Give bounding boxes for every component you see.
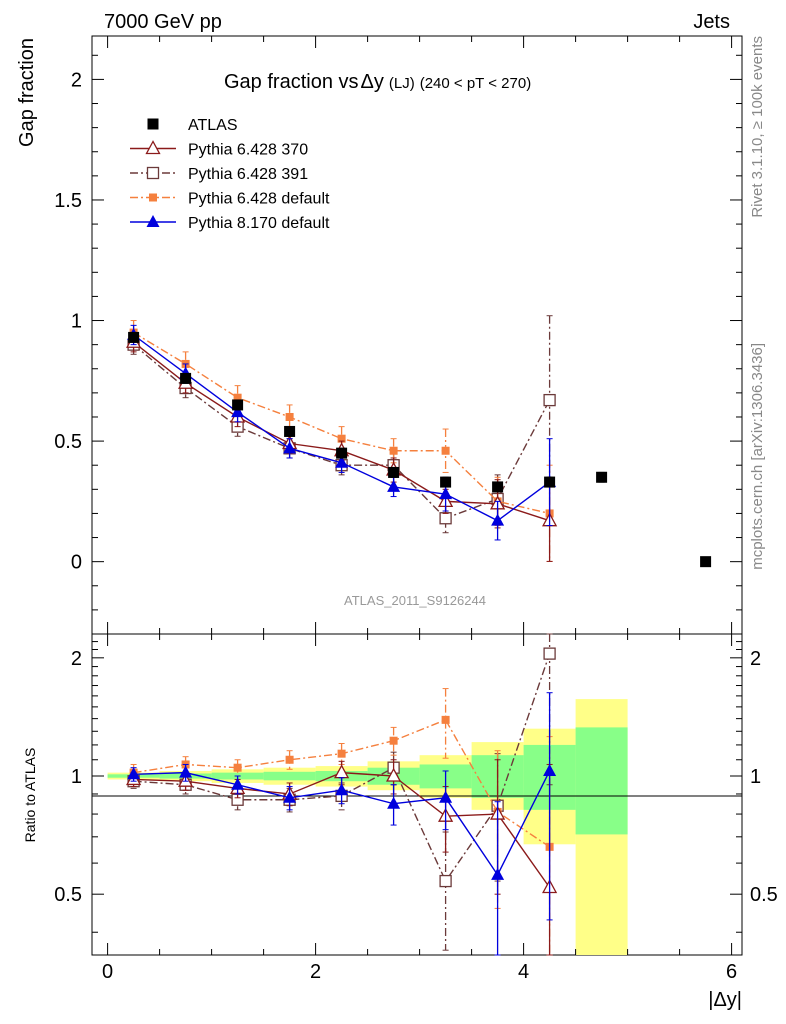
data-point-atlas [336, 447, 348, 459]
main-ytick-label: 1 [71, 311, 82, 333]
xtick-label: 4 [518, 961, 529, 983]
main-series-layer [126, 315, 712, 568]
data-point-py6def [389, 446, 398, 455]
data-point-py8def [231, 777, 245, 790]
ratio-ytick-label-right: 2 [750, 648, 761, 670]
legend-label-py391: Pythia 6.428 391 [188, 166, 308, 183]
data-point-py6def [285, 755, 294, 764]
data-point-py8def [283, 790, 297, 803]
legend-label-py370: Pythia 6.428 370 [188, 142, 308, 159]
ratio-y-axis-label: Ratio to ATLAS [22, 748, 38, 843]
chart-title-range: (240 < pT < 270) [420, 75, 531, 92]
data-point-py8def [491, 867, 505, 880]
data-point-py6def [285, 412, 294, 421]
xtick-label: 6 [726, 961, 737, 983]
data-point-atlas [232, 399, 244, 411]
series-py8def [127, 324, 557, 541]
ratio-y-axis: 0.5 0.5 1 1 2 2 [54, 641, 778, 933]
xtick-label: 0 [102, 961, 113, 983]
ratio-band-green [263, 771, 316, 781]
legend: ATLAS Pythia 6.428 370 Pythia 6.428 391 Pyt… [130, 117, 330, 232]
legend-label-py6def: Pythia 6.428 default [188, 191, 330, 208]
legend-marker-py370 [145, 140, 161, 155]
ratio-plot-frame [91, 633, 743, 956]
ratio-ytick-label: 1 [71, 766, 82, 788]
data-point-py8def [543, 763, 557, 776]
data-point-py8def [387, 479, 401, 492]
data-point-atlas [388, 466, 400, 478]
xtick-label: 2 [310, 961, 321, 983]
legend-marker-atlas [147, 118, 159, 130]
legend-marker-py8def [146, 215, 160, 227]
analysis-watermark: ATLAS_2011_S9126244 [344, 593, 486, 608]
data-point-py391 [543, 393, 556, 407]
main-ytick-label: 1.5 [54, 190, 82, 212]
data-point-atlas [596, 471, 608, 483]
data-point-atlas [284, 425, 296, 437]
series-line-py6def [133, 331, 550, 515]
rivet-version-label: Rivet 3.1.10, ≥ 100k events [749, 36, 766, 218]
main-ytick-label: 0.5 [54, 431, 82, 453]
data-point-py8def [491, 513, 505, 526]
legend-label-atlas: ATLAS [188, 117, 238, 134]
main-ytick-label: 2 [71, 69, 82, 91]
main-ytick-label: 0 [71, 552, 82, 574]
data-point-py8def [335, 455, 349, 468]
legend-label-py8def: Pythia 8.170 default [188, 215, 330, 232]
chart-title: Gap fraction vs Δy (LJ) (240 < pT < 270) [224, 71, 531, 93]
data-point-py6def [233, 393, 242, 402]
header-left: 7000 GeV pp [104, 11, 222, 33]
series-py391 [127, 315, 556, 534]
chart-title-main: Gap fraction vs [224, 71, 359, 93]
data-point-py391 [543, 647, 556, 660]
series-py6def [129, 688, 554, 956]
data-point-atlas [492, 481, 504, 493]
data-point-py6def [233, 763, 242, 772]
data-point-py8def [387, 796, 401, 809]
data-point-py391 [439, 874, 452, 888]
data-point-py8def [335, 783, 349, 796]
legend-marker-py391 [146, 166, 160, 180]
data-point-py6def [389, 736, 398, 745]
data-point-atlas [544, 476, 556, 488]
x-axis: 0 2 4 6 [102, 36, 737, 983]
data-point-py8def [283, 441, 297, 454]
series-atlas [128, 331, 712, 568]
ratio-ytick-label: 0.5 [54, 884, 82, 906]
ratio-ytick-label-right: 0.5 [750, 884, 778, 906]
data-point-py8def [127, 767, 141, 780]
series-py8def [127, 692, 557, 956]
data-point-py6def [337, 749, 346, 758]
data-point-atlas [128, 331, 140, 343]
mcplots-label: mcplots.cern.ch [arXiv:1306.3436] [749, 343, 766, 570]
data-point-py6def [441, 446, 450, 455]
data-point-atlas [700, 556, 712, 568]
main-y-axis-label: Gap fraction [16, 38, 38, 147]
series-py370 [126, 759, 558, 956]
data-point-py6def [337, 434, 346, 443]
main-y-axis: 0 0.5 1 1.5 2 [54, 54, 742, 611]
data-point-atlas [180, 372, 192, 384]
data-point-py8def [439, 487, 453, 500]
ratio-series-layer [126, 633, 558, 956]
chart-title-delta: Δy [361, 71, 384, 93]
legend-marker-py6def [149, 193, 157, 202]
chart-title-sub: (LJ) [389, 75, 415, 92]
data-point-py370 [386, 767, 402, 782]
ratio-ytick-label-right: 1 [750, 766, 761, 788]
data-point-py8def [179, 765, 193, 778]
data-point-py8def [231, 405, 245, 418]
ratio-band-green [575, 727, 628, 835]
header-right: Jets [693, 11, 730, 33]
data-point-py391 [439, 512, 452, 525]
data-point-atlas [440, 476, 452, 488]
ratio-uncertainty-bands [107, 699, 628, 955]
ratio-ytick-label: 2 [71, 648, 82, 670]
x-axis-label: |Δy| [708, 989, 742, 1011]
data-point-py8def [439, 790, 453, 803]
data-point-py6def [441, 715, 450, 724]
